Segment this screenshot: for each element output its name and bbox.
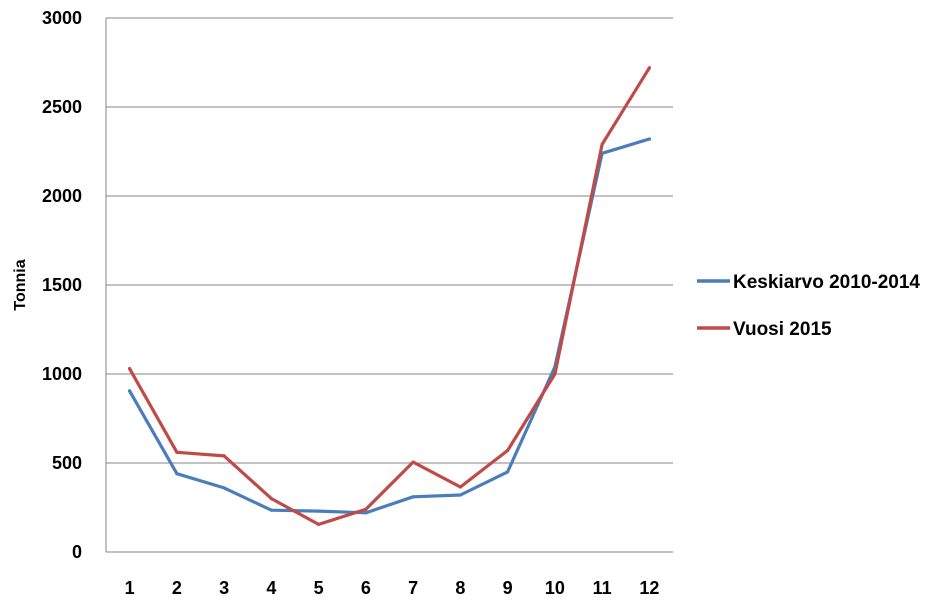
x-tick-label: 11 [593, 578, 612, 598]
data-point [364, 507, 368, 511]
x-tick-label: 2 [172, 578, 182, 598]
legend-label: Vuosi 2015 [733, 319, 832, 340]
y-tick-label: 3000 [42, 8, 82, 28]
x-tick-label: 5 [314, 578, 324, 598]
data-point [647, 137, 651, 141]
legend: Keskiarvo 2010-2014 Vuosi 2015 [697, 272, 920, 340]
data-point [269, 508, 273, 512]
data-point [364, 511, 368, 515]
data-point [458, 493, 462, 497]
gridlines [106, 17, 673, 464]
data-point [600, 142, 604, 146]
data-point [175, 450, 179, 454]
legend-label: Keskiarvo 2010-2014 [733, 272, 920, 293]
x-tick-label: 6 [361, 578, 371, 598]
data-point [506, 470, 510, 474]
series-lines [128, 66, 652, 527]
y-tick-label: 1000 [42, 364, 82, 384]
data-point [222, 454, 226, 458]
y-axis-title: Tonnia [12, 259, 29, 310]
x-tick-label: 12 [639, 578, 659, 598]
data-point [269, 497, 273, 501]
data-point [317, 522, 321, 527]
data-point [222, 486, 226, 490]
axes [105, 18, 673, 553]
data-point [458, 485, 462, 489]
data-point [317, 509, 321, 513]
data-point [411, 495, 415, 499]
data-point [128, 389, 132, 393]
x-tick-label: 1 [125, 578, 135, 598]
y-tick-label: 2000 [42, 186, 82, 206]
x-tick-label: 3 [219, 578, 229, 598]
data-point [128, 367, 132, 371]
x-tick-labels: 1 2 3 4 5 6 7 8 9 10 11 12 [125, 578, 660, 598]
y-tick-label: 1500 [42, 275, 82, 295]
data-point [506, 448, 510, 453]
data-point [411, 460, 415, 464]
x-tick-label: 9 [503, 578, 513, 598]
series-line-1 [128, 137, 652, 515]
x-tick-label: 8 [455, 578, 465, 598]
x-tick-label: 4 [266, 578, 276, 598]
data-point [175, 472, 179, 476]
y-tick-label: 0 [72, 542, 82, 562]
y-tick-label: 500 [52, 453, 82, 473]
data-point [647, 66, 651, 70]
data-point [553, 372, 557, 376]
series-line-2 [128, 66, 652, 527]
x-tick-label: 10 [545, 578, 565, 598]
y-tick-labels: 0 500 1000 1500 2000 2500 3000 [42, 8, 82, 562]
x-tick-label: 7 [408, 578, 418, 598]
y-tick-label: 2500 [42, 97, 82, 117]
